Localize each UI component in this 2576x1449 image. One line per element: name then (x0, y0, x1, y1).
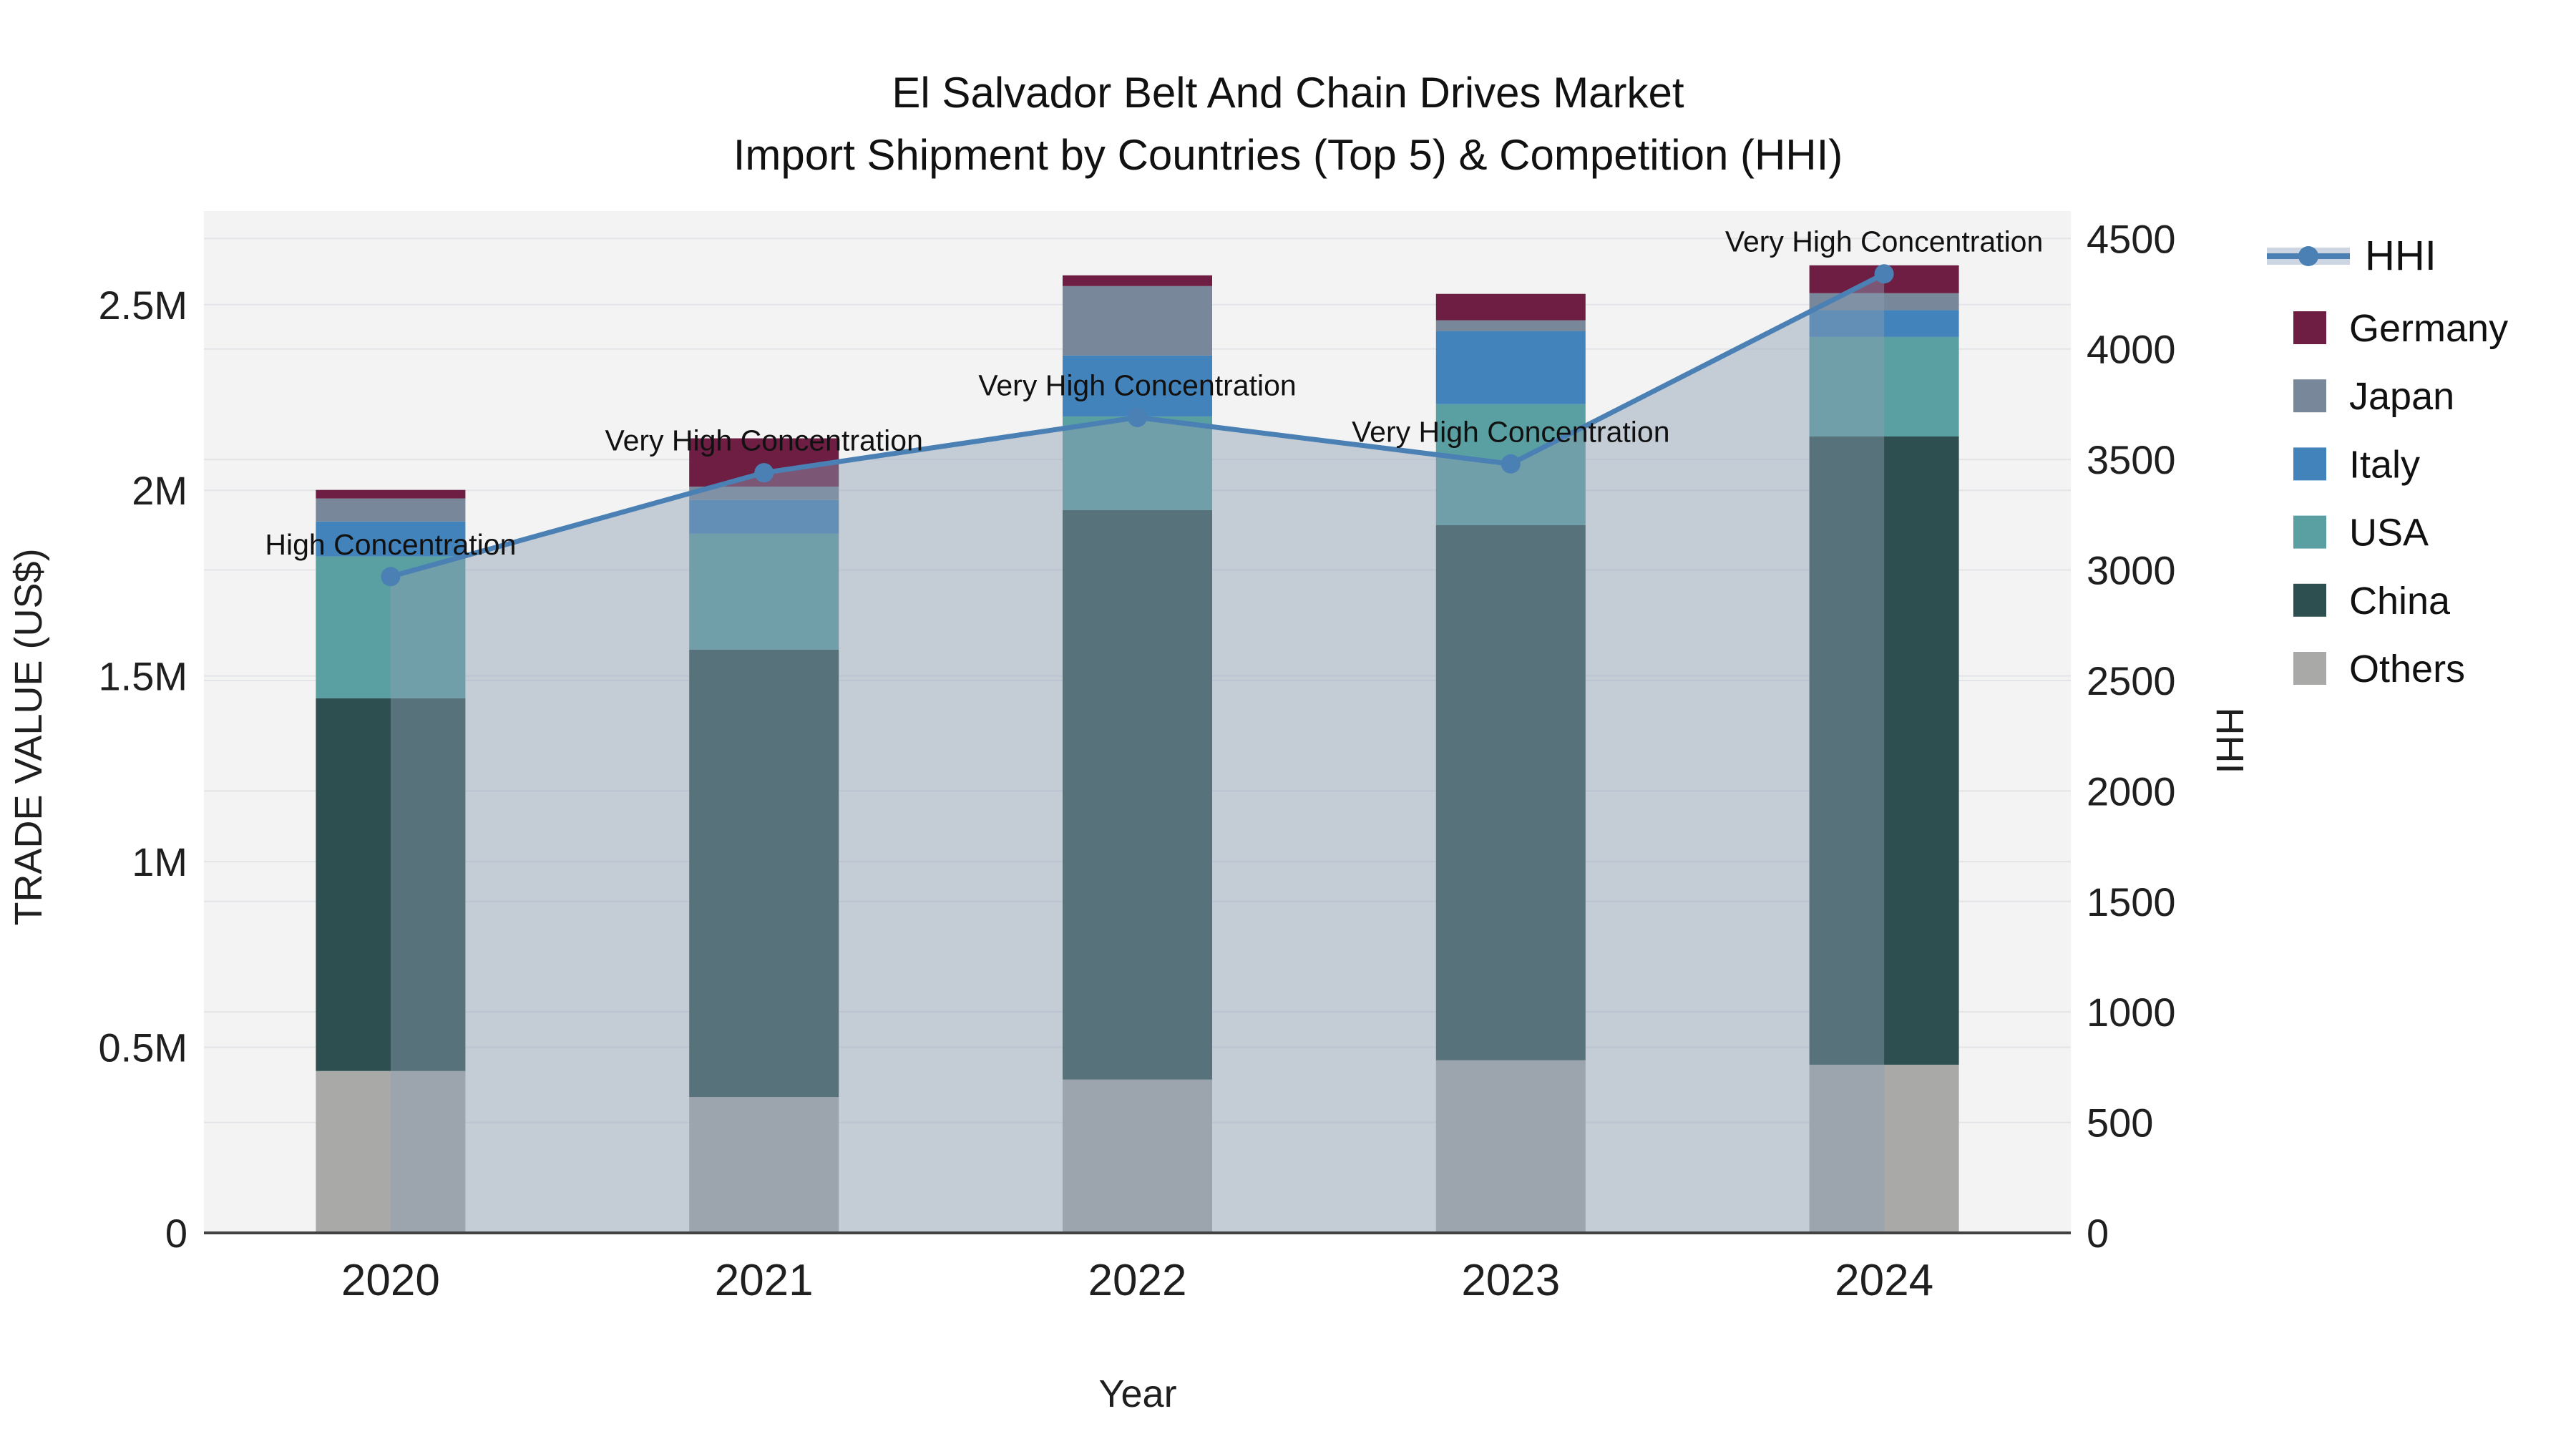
y-left-axis-title: TRADE VALUE (US$) (7, 548, 50, 925)
y-right-tick-label: 4000 (2087, 327, 2176, 372)
y-left-tick-label: 2.5M (99, 283, 188, 328)
bar-segment-china-2023[interactable] (1435, 525, 1586, 1060)
y-right-tick-label: 4500 (2087, 216, 2176, 261)
bar-segment-italy-2022[interactable] (1063, 355, 1212, 416)
annotation-label-2020: High Concentration (265, 528, 516, 561)
chart-title-line2: Import Shipment by Countries (Top 5) & C… (733, 131, 1843, 179)
bar-segment-germany-2022[interactable] (1063, 275, 1212, 286)
legend-label-italy: Italy (2349, 443, 2420, 486)
bar-segment-china-2020[interactable] (316, 698, 466, 1071)
legend-item-china[interactable]: China (2293, 580, 2451, 623)
chart-title-line1: El Salvador Belt And Chain Drives Market (892, 69, 1684, 117)
hhi-area-fill (390, 273, 1885, 1234)
bar-segment-japan-2024[interactable] (1809, 293, 1959, 311)
bar-segment-usa-2024[interactable] (1809, 336, 1959, 436)
y-right-tick-label: 3000 (2087, 548, 2176, 593)
annotation-label-2022: Very High Concentration (978, 369, 1296, 401)
bar-segment-japan-2020[interactable] (316, 498, 466, 522)
legend-item-others[interactable]: Others (2293, 648, 2465, 691)
x-tick-label-2022: 2022 (1088, 1256, 1187, 1305)
bar-segment-japan-2022[interactable] (1063, 286, 1212, 356)
bar-segment-others-2020[interactable] (316, 1070, 466, 1233)
bar-segment-italy-2021[interactable] (689, 499, 839, 534)
legend-label-others: Others (2349, 648, 2465, 691)
x-tick-label-2024: 2024 (1835, 1256, 1933, 1305)
hhi-marker-2022[interactable] (1128, 407, 1147, 427)
hhi-marker-2024[interactable] (1874, 264, 1894, 284)
legend-label-germany: Germany (2349, 307, 2508, 350)
y-right-tick-label: 0 (2087, 1211, 2109, 1256)
bar-segment-japan-2021[interactable] (689, 487, 839, 500)
bar-segment-italy-2020[interactable] (316, 521, 466, 557)
legend-label-china: China (2349, 580, 2451, 623)
china-color-swatch (2293, 583, 2326, 617)
y-right-axis-title: HHI (2208, 708, 2251, 774)
bar-segment-germany-2020[interactable] (316, 489, 466, 499)
legend-item-japan[interactable]: Japan (2293, 375, 2454, 418)
x-axis-title: Year (1098, 1372, 1176, 1415)
annotation-label-2021: Very High Concentration (605, 424, 922, 457)
italy-color-swatch (2293, 447, 2326, 481)
legend-item-hhi[interactable]: HHI (2267, 233, 2436, 279)
bar-segment-others-2023[interactable] (1435, 1060, 1586, 1233)
legend-item-germany[interactable]: Germany (2293, 307, 2508, 350)
germany-color-swatch (2293, 311, 2326, 344)
y-right-tick-label: 3500 (2087, 437, 2176, 482)
others-color-swatch (2293, 652, 2326, 685)
hhi-marker-2021[interactable] (754, 463, 774, 483)
y-left-tick-label: 1.5M (99, 654, 188, 699)
tick-labels-layer: 0 0.5M 1M 1.5M 2M 2.5M 0 500 1000 1500 2000 2500 300… (99, 216, 2176, 1305)
annotation-label-2024: Very High Concentration (1725, 225, 2043, 258)
usa-color-swatch (2293, 515, 2326, 549)
y-right-tick-label: 1500 (2087, 879, 2176, 924)
legend-label-usa: USA (2349, 512, 2429, 555)
bar-segment-usa-2021[interactable] (689, 533, 839, 650)
hhi-area-layer (390, 273, 1885, 1234)
stacked-bars-layer (316, 265, 1959, 1233)
legend-item-italy[interactable]: Italy (2293, 443, 2420, 486)
y-right-tick-label: 1000 (2087, 990, 2176, 1035)
hhi-marker-2023[interactable] (1501, 454, 1521, 474)
japan-color-swatch (2293, 379, 2326, 413)
bar-segment-others-2021[interactable] (689, 1097, 839, 1233)
bar-segment-italy-2024[interactable] (1809, 310, 1959, 337)
y-left-tick-label: 0.5M (99, 1025, 188, 1070)
hhi-line-layer (381, 264, 1894, 587)
bar-segment-others-2024[interactable] (1809, 1064, 1959, 1233)
y-left-tick-label: 1M (132, 839, 187, 884)
bar-segment-japan-2023[interactable] (1435, 320, 1586, 331)
y-right-tick-label: 500 (2087, 1101, 2153, 1146)
legend-label-hhi: HHI (2365, 233, 2436, 279)
x-tick-label-2020: 2020 (341, 1256, 440, 1305)
hhi-marker-2020[interactable] (381, 567, 401, 587)
bar-segment-china-2022[interactable] (1063, 509, 1212, 1080)
x-tick-label-2023: 2023 (1461, 1256, 1560, 1305)
bar-segment-usa-2022[interactable] (1063, 416, 1212, 510)
bar-segment-china-2024[interactable] (1809, 436, 1959, 1065)
annotation-label-2023: Very High Concentration (1352, 415, 1669, 448)
legend-item-usa[interactable]: USA (2293, 512, 2429, 555)
bar-segment-germany-2023[interactable] (1435, 293, 1586, 321)
bar-segment-italy-2023[interactable] (1435, 331, 1586, 404)
bar-segment-others-2022[interactable] (1063, 1079, 1212, 1233)
annotations-layer: High Concentration Very High Concentratio… (265, 225, 2043, 561)
y-left-tick-label: 2M (132, 468, 187, 513)
legend-label-japan: Japan (2349, 375, 2454, 418)
hhi-marker-swatch (2298, 246, 2318, 266)
legend: HHI Germany Japan Italy USA China Others (2267, 233, 2508, 691)
y-left-tick-label: 0 (165, 1211, 187, 1256)
bar-segment-china-2021[interactable] (689, 649, 839, 1098)
x-tick-label-2021: 2021 (715, 1256, 814, 1305)
y-right-tick-label: 2000 (2087, 769, 2176, 814)
y-right-tick-label: 2500 (2087, 658, 2176, 703)
